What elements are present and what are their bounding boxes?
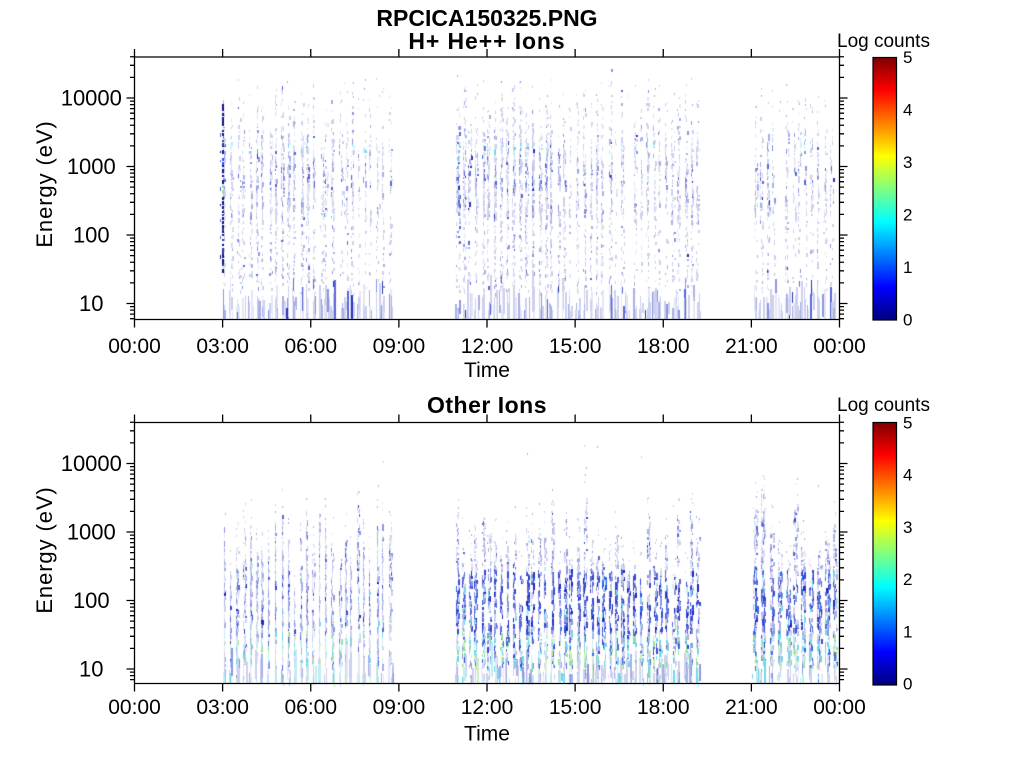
svg-text:RPCICA150325.PNG: RPCICA150325.PNG <box>376 5 597 31</box>
svg-text:09:00: 09:00 <box>373 335 426 358</box>
svg-text:0: 0 <box>903 311 912 330</box>
svg-text:5: 5 <box>903 48 912 67</box>
svg-text:12:00: 12:00 <box>461 335 514 358</box>
svg-text:10000: 10000 <box>61 86 122 111</box>
svg-text:00:00: 00:00 <box>108 696 161 719</box>
svg-text:21:00: 21:00 <box>725 335 778 358</box>
svg-text:0: 0 <box>903 675 912 694</box>
svg-text:1: 1 <box>903 258 912 277</box>
svg-text:06:00: 06:00 <box>284 335 337 358</box>
svg-text:15:00: 15:00 <box>549 335 602 358</box>
svg-text:00:00: 00:00 <box>108 335 161 358</box>
svg-text:06:00: 06:00 <box>284 696 337 719</box>
svg-text:Time: Time <box>464 723 510 746</box>
svg-text:H+ He++ Ions: H+ He++ Ions <box>408 28 565 54</box>
svg-text:1000: 1000 <box>67 520 116 545</box>
svg-text:15:00: 15:00 <box>549 696 602 719</box>
svg-text:Log counts: Log counts <box>837 31 930 52</box>
svg-text:00:00: 00:00 <box>813 696 866 719</box>
svg-text:03:00: 03:00 <box>196 696 249 719</box>
svg-text:18:00: 18:00 <box>637 335 690 358</box>
svg-text:Energy (eV): Energy (eV) <box>32 120 57 247</box>
svg-text:4: 4 <box>903 101 912 120</box>
svg-text:2: 2 <box>903 206 912 225</box>
svg-text:Other Ions: Other Ions <box>427 392 547 418</box>
svg-text:03:00: 03:00 <box>196 335 249 358</box>
svg-text:1: 1 <box>903 622 912 641</box>
svg-text:21:00: 21:00 <box>725 696 778 719</box>
svg-text:10: 10 <box>79 657 103 682</box>
svg-text:Log counts: Log counts <box>837 395 930 416</box>
svg-text:10: 10 <box>79 291 103 316</box>
svg-text:4: 4 <box>903 466 912 485</box>
svg-text:100: 100 <box>73 588 110 613</box>
svg-text:10000: 10000 <box>61 451 122 476</box>
svg-text:2: 2 <box>903 570 912 589</box>
svg-text:00:00: 00:00 <box>813 335 866 358</box>
svg-text:5: 5 <box>903 414 912 433</box>
svg-text:09:00: 09:00 <box>373 696 426 719</box>
svg-text:Time: Time <box>464 359 510 382</box>
svg-text:1000: 1000 <box>67 154 116 179</box>
svg-text:100: 100 <box>73 223 110 248</box>
svg-text:18:00: 18:00 <box>637 696 690 719</box>
svg-text:3: 3 <box>903 153 912 172</box>
svg-text:3: 3 <box>903 518 912 537</box>
svg-text:Energy (eV): Energy (eV) <box>32 486 57 613</box>
svg-text:12:00: 12:00 <box>461 696 514 719</box>
